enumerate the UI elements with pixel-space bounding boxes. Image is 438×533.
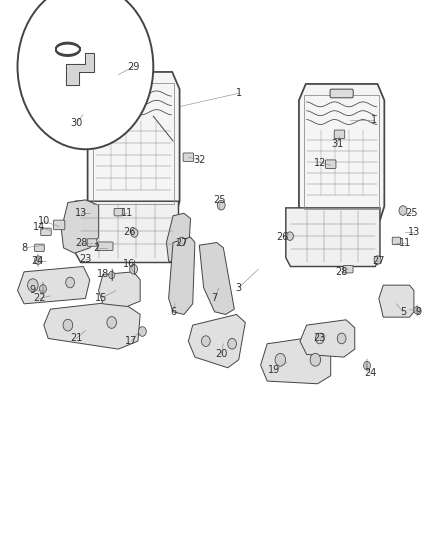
Text: 22: 22 [33,294,46,303]
Circle shape [201,336,210,346]
Text: 28: 28 [336,267,348,277]
Circle shape [28,279,38,292]
Circle shape [374,256,381,264]
Polygon shape [261,336,331,384]
Text: 5: 5 [400,307,406,317]
Circle shape [217,200,225,210]
Circle shape [18,0,153,149]
Circle shape [39,285,46,293]
Text: 18: 18 [97,270,109,279]
Circle shape [35,256,42,264]
Text: 13: 13 [75,208,87,218]
Circle shape [138,327,146,336]
Text: 9: 9 [415,307,421,317]
Text: 15: 15 [95,294,107,303]
Circle shape [63,319,73,331]
Circle shape [275,353,286,366]
Circle shape [66,277,74,288]
Circle shape [315,333,324,344]
Text: 13: 13 [408,227,420,237]
FancyBboxPatch shape [35,244,44,252]
Text: 27: 27 [373,256,385,266]
Polygon shape [300,320,355,357]
Polygon shape [286,208,380,266]
Circle shape [109,271,115,279]
Polygon shape [44,301,140,349]
Text: 24: 24 [364,368,376,378]
Circle shape [399,206,407,215]
Text: 9: 9 [30,286,36,295]
Text: 1: 1 [236,88,242,98]
Polygon shape [169,237,195,314]
FancyBboxPatch shape [53,220,65,230]
Circle shape [130,264,138,274]
Text: 24: 24 [31,256,43,266]
Circle shape [113,71,124,84]
Circle shape [108,65,115,74]
Polygon shape [61,200,99,253]
FancyBboxPatch shape [97,242,113,251]
Text: 11: 11 [121,208,133,218]
Polygon shape [299,84,384,220]
FancyBboxPatch shape [334,130,345,139]
Circle shape [286,232,293,240]
Polygon shape [188,314,245,368]
Polygon shape [66,53,94,85]
Circle shape [131,229,138,237]
Text: 31: 31 [331,139,343,149]
Text: 16: 16 [123,259,135,269]
Text: 26: 26 [276,232,289,242]
Polygon shape [18,266,90,304]
Circle shape [364,361,371,370]
Text: 21: 21 [71,334,83,343]
Text: 8: 8 [21,243,27,253]
Polygon shape [75,201,178,263]
FancyBboxPatch shape [325,160,336,168]
Circle shape [337,333,346,344]
Circle shape [178,237,185,246]
Circle shape [107,317,117,328]
Text: 25: 25 [406,208,418,218]
Text: 20: 20 [215,350,227,359]
Text: 23: 23 [79,254,92,263]
Text: 17: 17 [125,336,138,346]
Text: 23: 23 [314,334,326,343]
Circle shape [228,338,237,349]
FancyBboxPatch shape [330,89,353,98]
Text: 10: 10 [38,216,50,226]
Text: 1: 1 [371,115,378,125]
Text: 27: 27 [176,238,188,247]
Text: 6: 6 [170,307,176,317]
FancyBboxPatch shape [392,237,401,245]
Text: 2: 2 [93,243,99,253]
Polygon shape [99,272,140,306]
Circle shape [414,306,420,314]
FancyBboxPatch shape [183,153,194,161]
Text: 30: 30 [71,118,83,127]
Text: 11: 11 [399,238,411,247]
Text: 3: 3 [236,283,242,293]
Text: 26: 26 [123,227,135,237]
FancyBboxPatch shape [87,239,97,246]
FancyBboxPatch shape [41,228,51,236]
Text: 14: 14 [33,222,46,231]
Text: 28: 28 [75,238,87,247]
Text: 19: 19 [268,366,280,375]
Polygon shape [166,213,191,264]
FancyBboxPatch shape [343,265,353,273]
Text: 29: 29 [127,62,140,71]
FancyBboxPatch shape [121,77,146,86]
Polygon shape [88,72,180,216]
Polygon shape [199,243,234,314]
Text: 32: 32 [193,155,205,165]
Text: 12: 12 [314,158,326,167]
FancyBboxPatch shape [114,208,123,216]
Circle shape [310,353,321,366]
Text: 7: 7 [212,294,218,303]
Polygon shape [379,285,414,317]
Text: 25: 25 [213,195,225,205]
